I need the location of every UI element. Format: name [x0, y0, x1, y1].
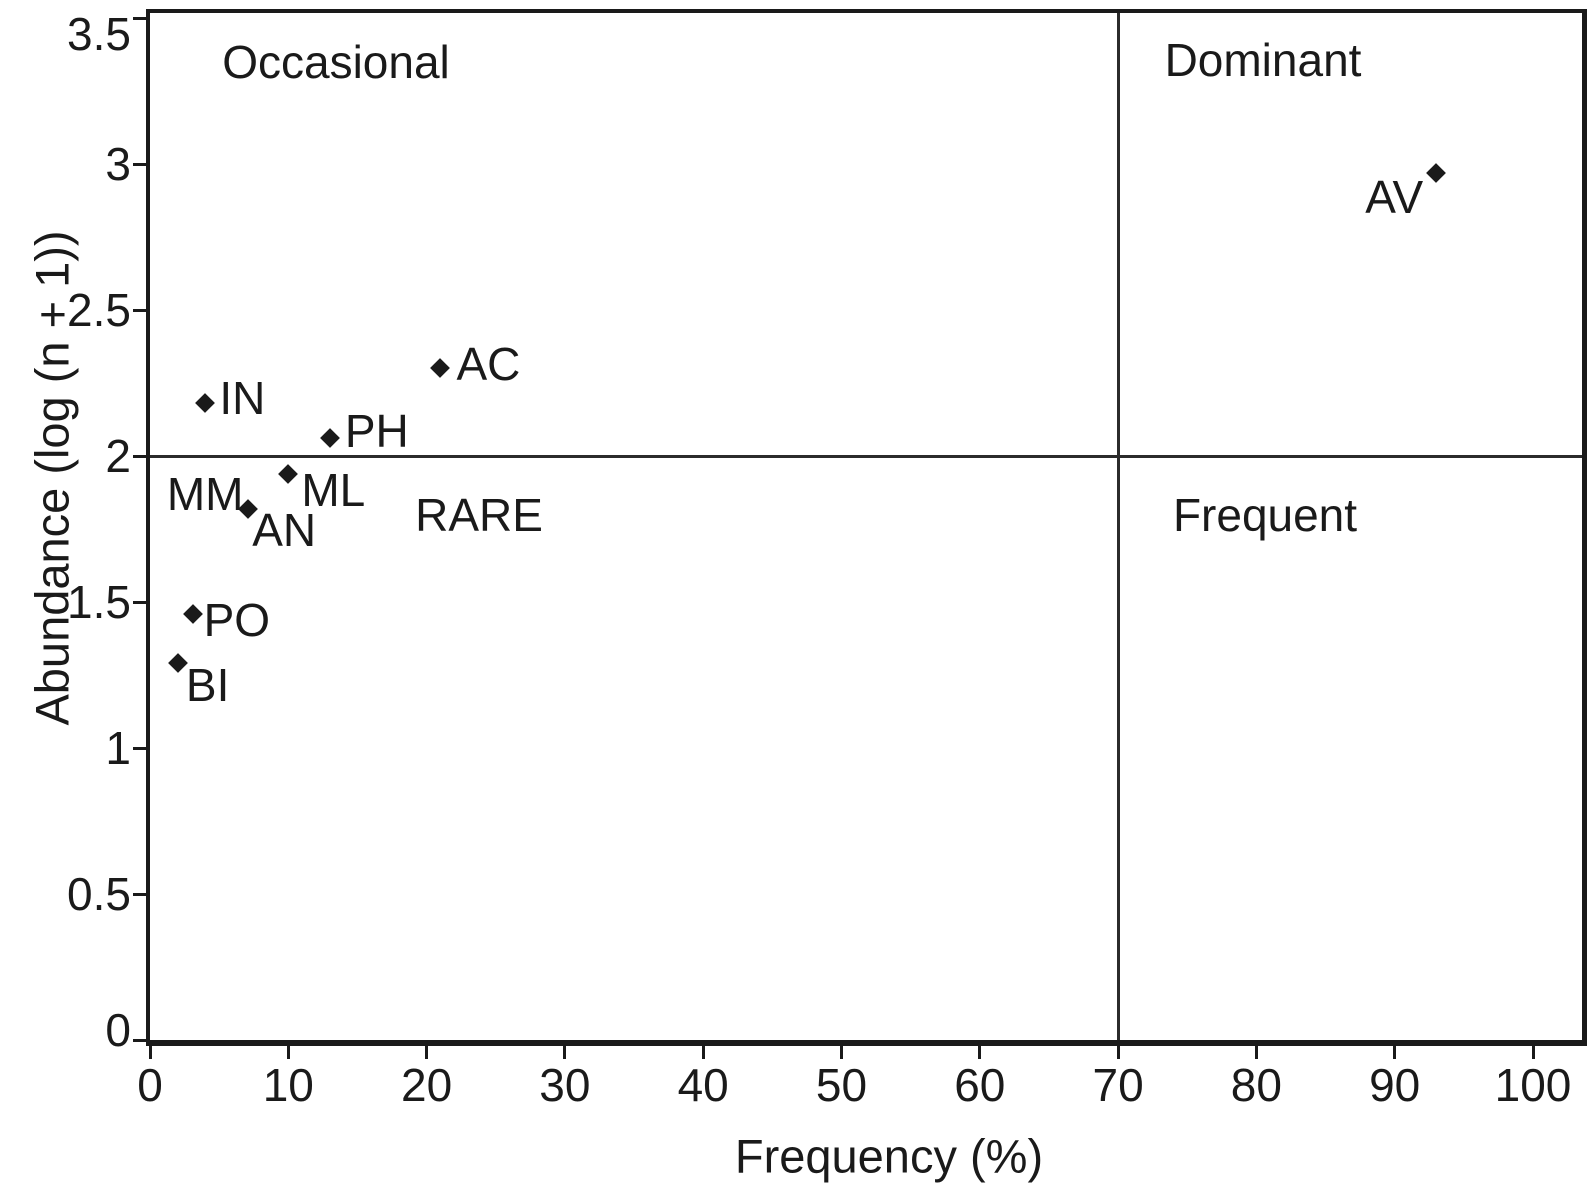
x-axis-line: [146, 1040, 1587, 1046]
abundance-threshold-line: [150, 454, 1582, 458]
y-tick-label: 1.5: [67, 576, 131, 628]
quadrant-label-frequent: Frequent: [1172, 489, 1358, 541]
point-label-av: AV: [1365, 170, 1424, 223]
y-tick-mark: [133, 16, 146, 20]
x-axis-label: Frequency (%): [734, 1129, 1044, 1183]
x-tick-mark: [563, 1046, 567, 1059]
y-tick-mark: [133, 600, 146, 604]
data-point-ph: [319, 428, 340, 449]
x-tick-label: 60: [954, 1059, 1006, 1111]
x-tick-mark: [1531, 1046, 1535, 1059]
y-tick-mark: [133, 162, 146, 166]
point-label-ph: PH: [344, 405, 409, 458]
y-tick-mark: [133, 308, 146, 312]
quadrant-label-rare: RARE: [415, 489, 543, 541]
point-label-ac: AC: [456, 338, 521, 391]
point-label-in: IN: [219, 372, 266, 425]
x-tick-mark: [701, 1046, 705, 1059]
y-tick-mark: [133, 1038, 146, 1042]
quadrant-label-occasional: Occasional: [222, 36, 450, 88]
y-tick-label: 2: [105, 430, 131, 482]
x-tick-label: 30: [539, 1059, 591, 1111]
data-point-in: [195, 393, 216, 414]
y-tick-label: 3.5: [67, 8, 131, 60]
x-tick-mark: [1116, 1046, 1120, 1059]
x-tick-mark: [286, 1046, 290, 1059]
y-tick-mark: [133, 746, 146, 750]
data-point-bi: [167, 653, 188, 674]
plot-border-right: [1582, 9, 1587, 1046]
point-label-bi: BI: [185, 659, 230, 712]
y-tick-mark: [133, 454, 146, 458]
quadrant-label-dominant: Dominant: [1164, 34, 1362, 86]
x-tick-label: 20: [401, 1059, 453, 1111]
x-tick-label: 80: [1230, 1059, 1282, 1111]
y-axis-line: [146, 9, 150, 1046]
x-tick-mark: [978, 1046, 982, 1059]
point-label-mm: MM: [166, 467, 244, 520]
y-tick-label: 2.5: [67, 284, 131, 336]
x-tick-label: 0: [137, 1059, 163, 1111]
x-tick-label: 40: [677, 1059, 729, 1111]
x-tick-mark: [425, 1046, 429, 1059]
x-tick-mark: [148, 1046, 152, 1059]
y-tick-label: 0: [105, 1004, 131, 1056]
x-tick-mark: [1254, 1046, 1258, 1059]
data-point-po: [182, 603, 203, 624]
x-tick-mark: [1393, 1046, 1397, 1059]
y-tick-label: 0.5: [67, 868, 131, 920]
point-label-an: AN: [252, 503, 317, 556]
x-tick-label: 10: [262, 1059, 314, 1111]
point-label-ml: ML: [301, 463, 366, 516]
frequency-threshold-line: [1116, 13, 1120, 1040]
y-tick-mark: [133, 892, 146, 896]
data-point-ml: [278, 463, 299, 484]
x-tick-label: 100: [1494, 1059, 1572, 1111]
x-tick-mark: [840, 1046, 843, 1059]
data-point-ac: [430, 358, 451, 379]
y-tick-label: 3: [105, 138, 131, 190]
y-tick-label: 1: [105, 722, 131, 774]
x-tick-label: 70: [1092, 1059, 1144, 1111]
x-tick-label: 50: [815, 1059, 868, 1111]
data-point-av: [1426, 162, 1447, 183]
point-label-po: PO: [203, 593, 271, 646]
plot-border-top: [146, 9, 1587, 13]
x-tick-label: 90: [1369, 1059, 1421, 1111]
